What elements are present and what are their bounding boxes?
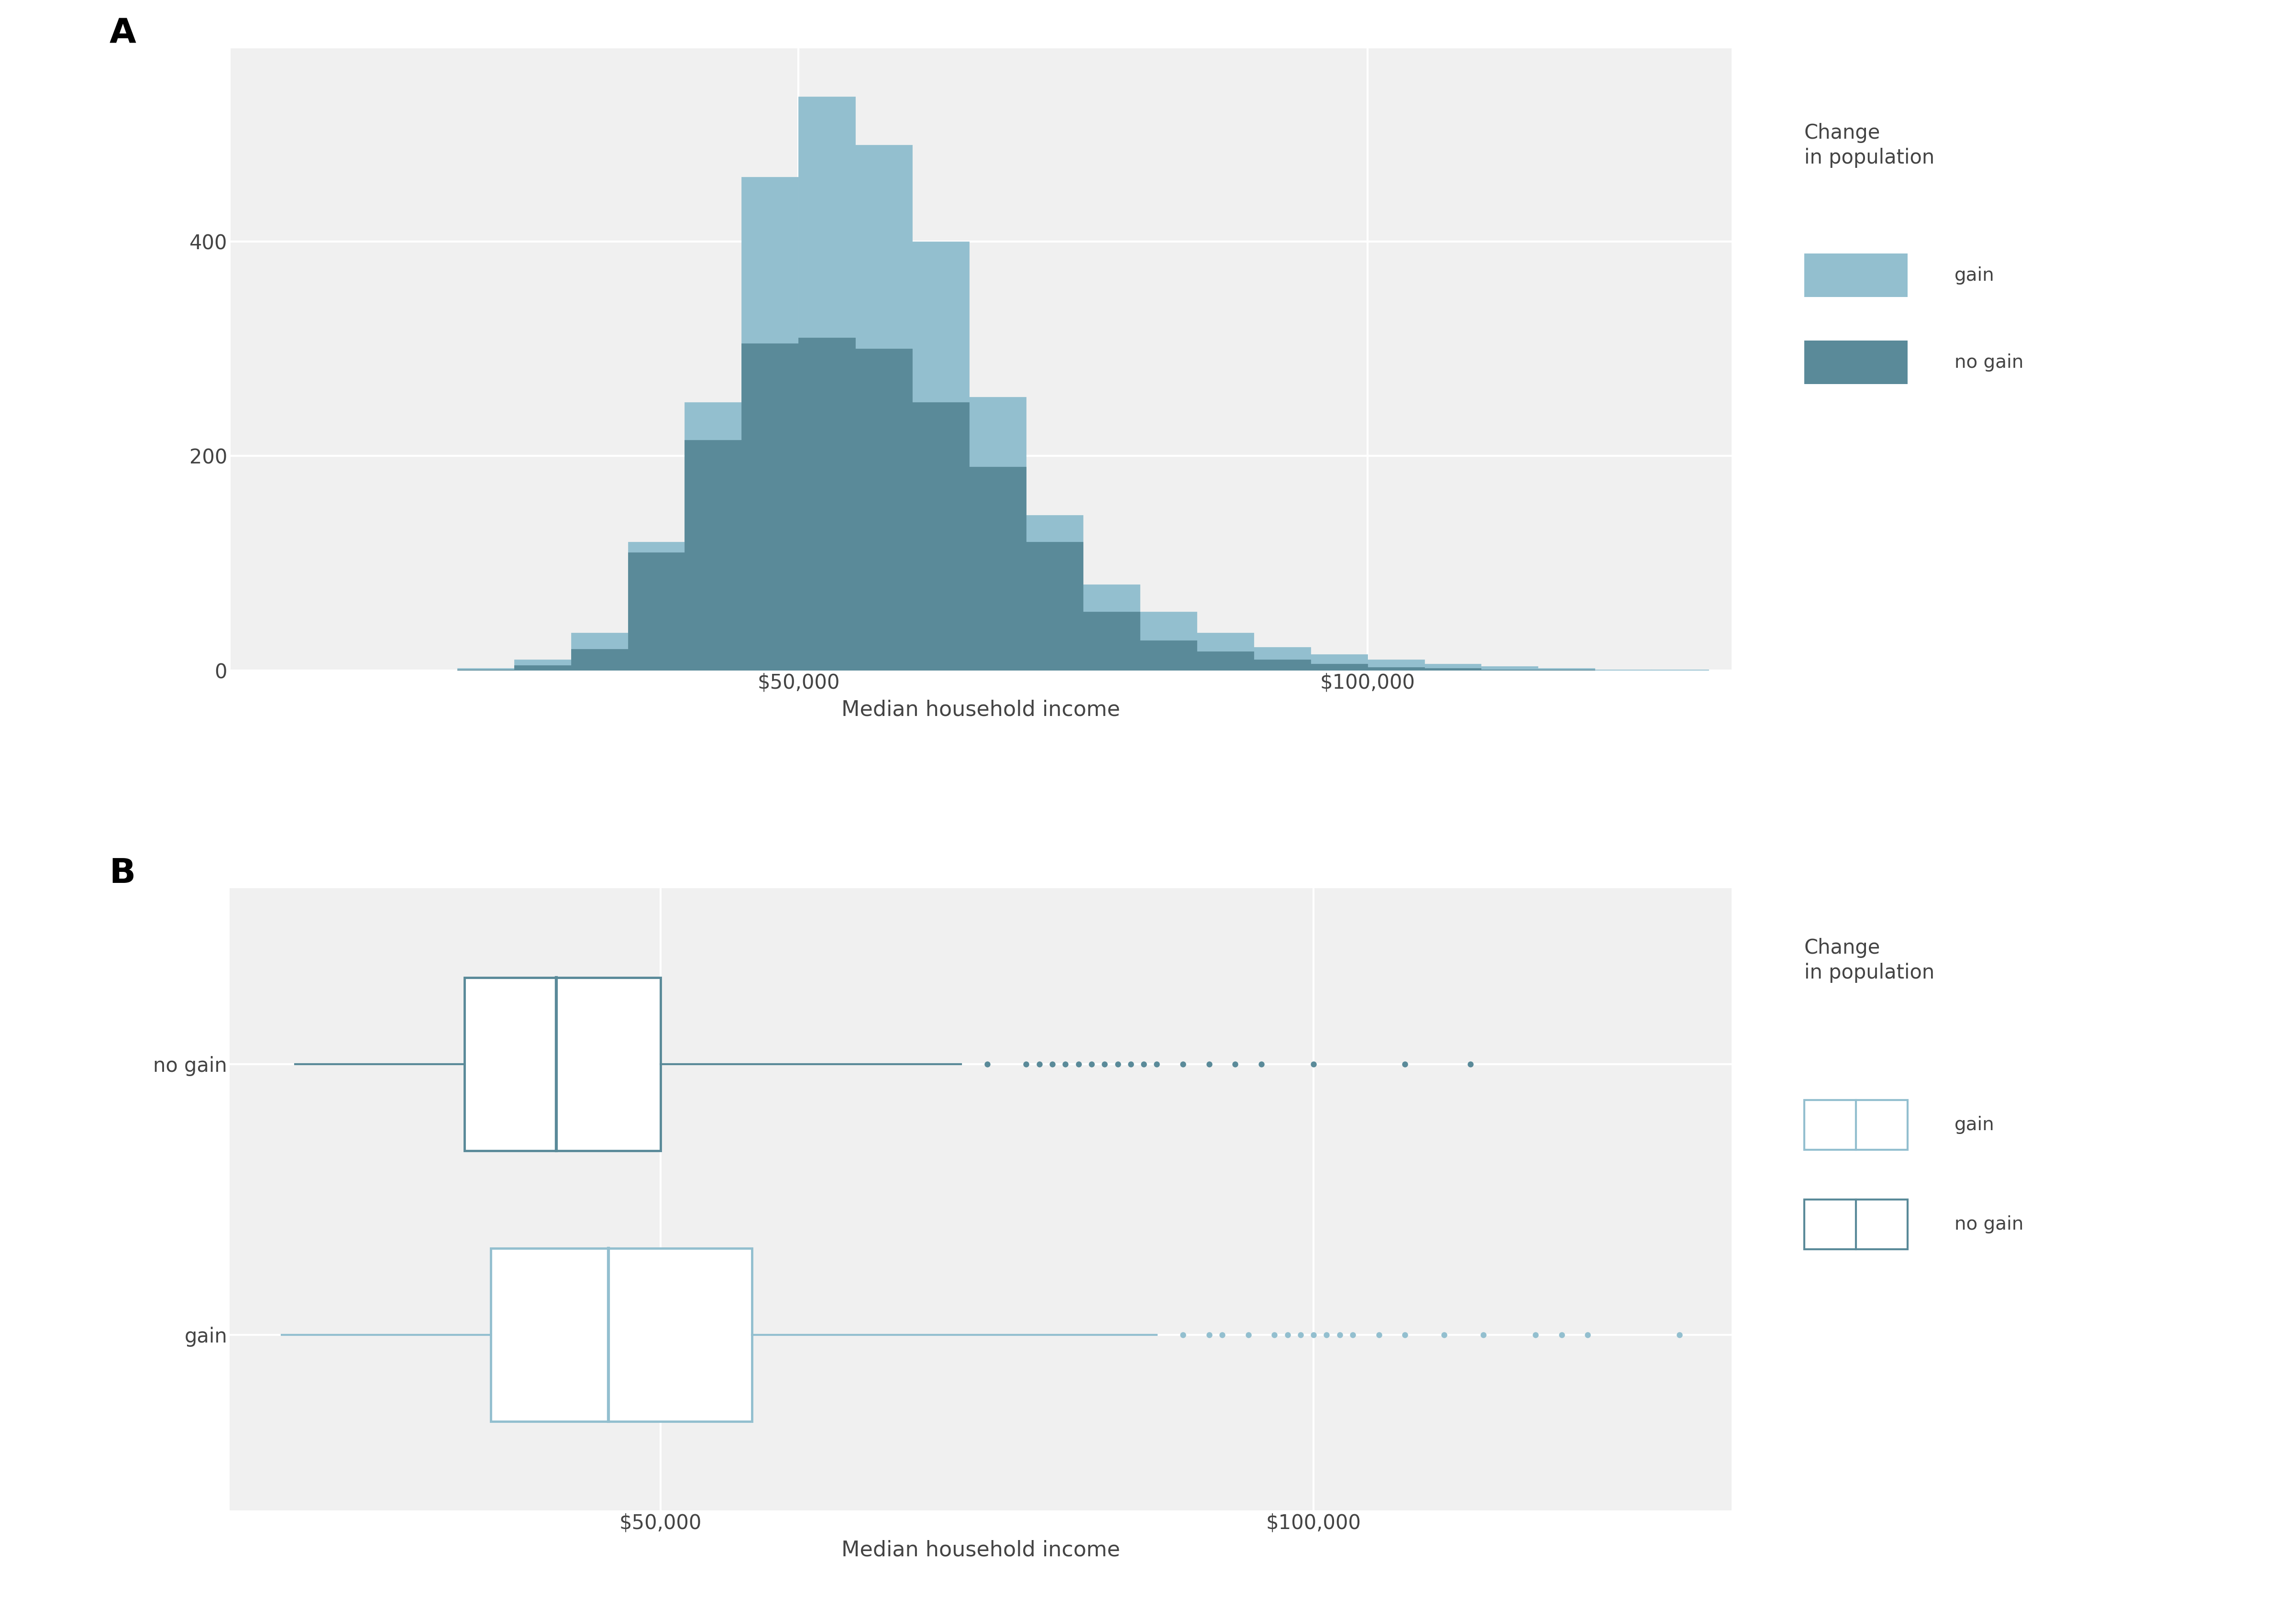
Bar	[1805, 1199, 1908, 1249]
Point	[1192, 1051, 1228, 1077]
Point	[1465, 1323, 1502, 1348]
Bar	[1026, 542, 1084, 670]
Point	[1281, 1323, 1318, 1348]
Point	[1518, 1323, 1554, 1348]
Bar	[742, 177, 799, 670]
Point	[1295, 1323, 1332, 1348]
Bar	[572, 633, 627, 670]
Point	[1033, 1051, 1070, 1077]
Bar	[684, 440, 742, 670]
Bar	[1368, 667, 1424, 670]
Bar	[1139, 612, 1196, 670]
Point	[1426, 1323, 1463, 1348]
Bar	[912, 241, 969, 670]
Bar	[491, 1249, 753, 1421]
Bar	[742, 344, 799, 670]
Point	[1008, 1051, 1045, 1077]
Bar	[1311, 654, 1368, 670]
Text: no gain: no gain	[1954, 1215, 2023, 1234]
Point	[1061, 1051, 1097, 1077]
Bar	[1254, 660, 1311, 670]
Point	[1270, 1323, 1306, 1348]
Point	[1072, 1051, 1109, 1077]
Bar	[1805, 341, 1908, 384]
Point	[1139, 1051, 1176, 1077]
Point	[1086, 1051, 1123, 1077]
Bar	[627, 553, 684, 670]
Bar	[1084, 612, 1139, 670]
Text: gain: gain	[1954, 267, 1995, 284]
X-axis label: Median household income: Median household income	[840, 1540, 1120, 1560]
Point	[1570, 1323, 1607, 1348]
Bar	[799, 337, 856, 670]
Point	[1362, 1323, 1398, 1348]
Bar	[514, 660, 572, 670]
Bar	[1254, 648, 1311, 670]
Point	[1125, 1051, 1162, 1077]
Bar	[464, 977, 661, 1151]
Point	[1022, 1051, 1058, 1077]
Bar	[627, 542, 684, 670]
Bar	[1805, 254, 1908, 297]
Point	[1256, 1323, 1293, 1348]
Point	[1203, 1323, 1240, 1348]
Point	[1047, 1051, 1084, 1077]
Bar	[1196, 633, 1254, 670]
Bar	[1084, 585, 1139, 670]
Bar	[1538, 669, 1596, 670]
Point	[1164, 1323, 1201, 1348]
Bar	[514, 665, 572, 670]
Bar	[1481, 667, 1538, 670]
Bar	[799, 96, 856, 670]
Bar	[969, 466, 1026, 670]
Bar	[856, 349, 912, 670]
Bar	[1424, 669, 1481, 670]
Bar	[457, 669, 514, 670]
Point	[1217, 1051, 1254, 1077]
Point	[1231, 1323, 1267, 1348]
Bar	[1368, 660, 1424, 670]
Point	[1309, 1323, 1345, 1348]
Point	[969, 1051, 1006, 1077]
Bar	[1026, 514, 1084, 670]
Text: A: A	[110, 18, 135, 50]
Bar	[1311, 664, 1368, 670]
Point	[1387, 1051, 1424, 1077]
Point	[1111, 1051, 1148, 1077]
Point	[1334, 1323, 1371, 1348]
X-axis label: Median household income: Median household income	[840, 699, 1120, 720]
Point	[1100, 1051, 1137, 1077]
Bar	[969, 397, 1026, 670]
Bar	[684, 402, 742, 670]
Text: Change
in population: Change in population	[1805, 938, 1936, 983]
Text: Change
in population: Change in population	[1805, 122, 1936, 167]
Bar	[1196, 651, 1254, 670]
Text: B: B	[110, 857, 135, 890]
Point	[1242, 1051, 1279, 1077]
Point	[1543, 1323, 1580, 1348]
Bar	[1139, 641, 1196, 670]
Point	[1660, 1323, 1697, 1348]
Bar	[572, 649, 627, 670]
Point	[1164, 1051, 1201, 1077]
Point	[1387, 1323, 1424, 1348]
Bar	[856, 145, 912, 670]
Bar	[1805, 1099, 1908, 1149]
Bar	[1424, 664, 1481, 670]
Bar	[912, 402, 969, 670]
Text: gain: gain	[1954, 1115, 1995, 1135]
Point	[1192, 1323, 1228, 1348]
Point	[1320, 1323, 1357, 1348]
Text: no gain: no gain	[1954, 354, 2023, 371]
Point	[1295, 1051, 1332, 1077]
Point	[1451, 1051, 1488, 1077]
